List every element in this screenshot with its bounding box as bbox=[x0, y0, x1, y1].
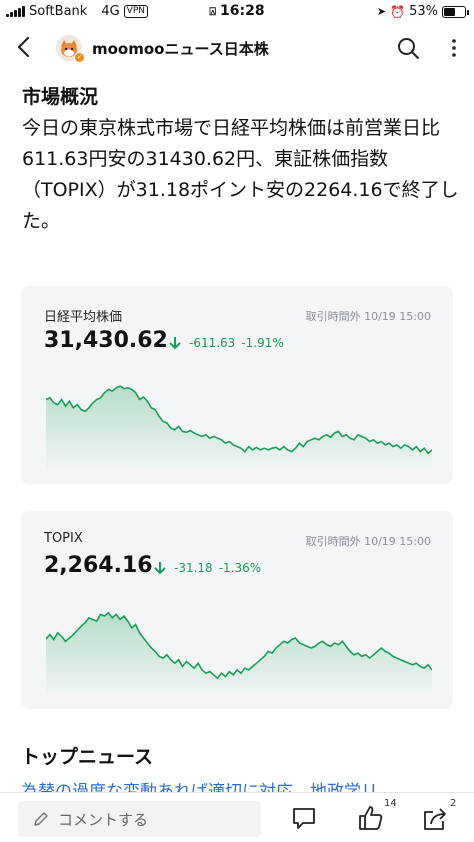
change-value: -31.18 bbox=[174, 561, 213, 575]
vpn-badge: VPN bbox=[123, 5, 148, 18]
index-time: 取引時間外 10/19 15:00 bbox=[305, 535, 431, 548]
carrier-label: SoftBank bbox=[29, 4, 88, 19]
clock-label: 16:28 bbox=[220, 3, 265, 19]
network-label: 4G bbox=[101, 4, 120, 19]
chart-line bbox=[46, 385, 432, 455]
down-arrow-icon bbox=[154, 562, 166, 575]
intraday-chart bbox=[46, 385, 432, 468]
signal-icon bbox=[6, 6, 25, 17]
section-title: 市場概況 bbox=[22, 86, 99, 108]
down-arrow-icon bbox=[169, 337, 181, 350]
change-percent: -1.91% bbox=[241, 336, 284, 350]
back-arrow-icon[interactable] bbox=[10, 32, 38, 62]
index-price: 31,430.62 bbox=[44, 328, 168, 353]
index-card-topix[interactable]: TOPIX 取引時間外 10/19 15:00 2,264.16 -31.18 … bbox=[21, 511, 453, 709]
battery-label: 53% bbox=[409, 4, 438, 19]
verified-badge-icon: ✓ bbox=[74, 52, 85, 63]
chart-area bbox=[46, 612, 432, 693]
status-time: ⍓ 16:28 bbox=[0, 3, 474, 19]
intraday-chart bbox=[46, 611, 432, 693]
index-name: 日経平均株価 bbox=[44, 310, 123, 325]
battery-fill bbox=[444, 7, 455, 16]
location-icon: ➤ bbox=[376, 5, 387, 18]
comment-icon[interactable] bbox=[290, 804, 318, 832]
like-count: 14 bbox=[384, 798, 397, 809]
channel-name[interactable]: moomooニュース日本株 bbox=[92, 40, 269, 58]
chart-line bbox=[46, 611, 432, 680]
article-paragraph: 今日の東京株式市場で日経平均株価は前営業日比611.63円安の31430.62円… bbox=[22, 117, 459, 232]
status-right: ➤ ⏰ 53% bbox=[376, 4, 469, 19]
change-percent: -1.36% bbox=[218, 561, 262, 575]
search-icon[interactable] bbox=[396, 36, 420, 60]
top-news-title: トップニュース bbox=[21, 746, 154, 768]
status-bar: SoftBank 4G VPN ⍓ 16:28 ➤ ⏰ 53% bbox=[0, 0, 474, 24]
index-time: 取引時間外 10/19 15:00 bbox=[305, 310, 431, 323]
index-change: -611.63 -1.91% bbox=[169, 336, 284, 350]
status-left: SoftBank 4G VPN bbox=[6, 4, 148, 19]
share-count: 2 bbox=[450, 798, 457, 809]
app-header: ✓ moomooニュース日本株 bbox=[0, 28, 474, 68]
index-change: -31.18 -1.36% bbox=[154, 561, 261, 575]
comment-placeholder: コメントする bbox=[58, 810, 149, 829]
bottom-action-bar: コメントする 14 2 bbox=[0, 792, 474, 842]
share-icon[interactable] bbox=[421, 804, 449, 832]
alarm-icon: ⏰ bbox=[390, 4, 406, 19]
news-headline-link[interactable]: 為替の過度な変動あれば適切に対応、地政学リ bbox=[21, 782, 378, 793]
index-price: 2,264.16 bbox=[44, 553, 153, 578]
pencil-icon bbox=[34, 812, 48, 826]
more-icon[interactable] bbox=[442, 36, 466, 60]
comment-input[interactable]: コメントする bbox=[18, 801, 261, 837]
navigation-arrow-icon: ⍓ bbox=[209, 5, 217, 18]
index-card-nikkei[interactable]: 日経平均株価 取引時間外 10/19 15:00 31,430.62 -611.… bbox=[21, 286, 453, 484]
like-icon[interactable] bbox=[356, 804, 384, 832]
index-name: TOPIX bbox=[44, 531, 83, 546]
battery-icon bbox=[442, 5, 469, 18]
chart-area bbox=[46, 386, 432, 468]
change-value: -611.63 bbox=[189, 336, 236, 350]
